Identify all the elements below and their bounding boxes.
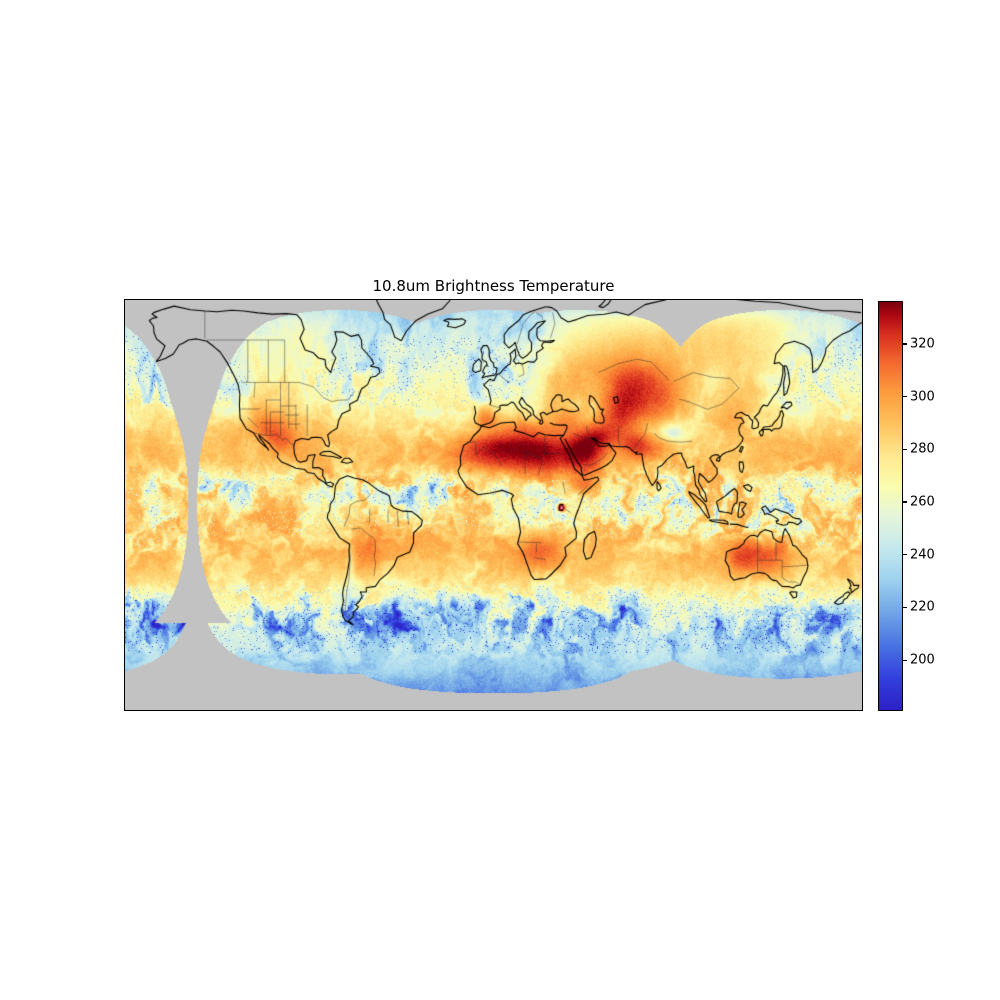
map-canvas: [125, 300, 862, 710]
colorbar-tick-label: 240: [910, 547, 935, 563]
colorbar-tick-label: 300: [910, 389, 935, 405]
colorbar-tick-mark: [902, 501, 907, 503]
chart-title: 10.8um Brightness Temperature: [372, 277, 615, 295]
colorbar-tick-mark: [902, 396, 907, 398]
colorbar-tick-mark: [902, 659, 907, 661]
colorbar-tick-mark: [902, 343, 907, 345]
colorbar-tick-label: 320: [910, 336, 935, 352]
colorbar-tick-mark: [902, 606, 907, 609]
colorbar: [878, 301, 903, 711]
colorbar-tick-label: 200: [910, 652, 935, 668]
colorbar-tick-label: 220: [910, 599, 935, 615]
colorbar-tick-label: 260: [910, 494, 935, 510]
colorbar-tick-label: 280: [910, 441, 935, 457]
colorbar-tick-mark: [902, 554, 907, 556]
colorbar-tick-mark: [902, 448, 907, 451]
